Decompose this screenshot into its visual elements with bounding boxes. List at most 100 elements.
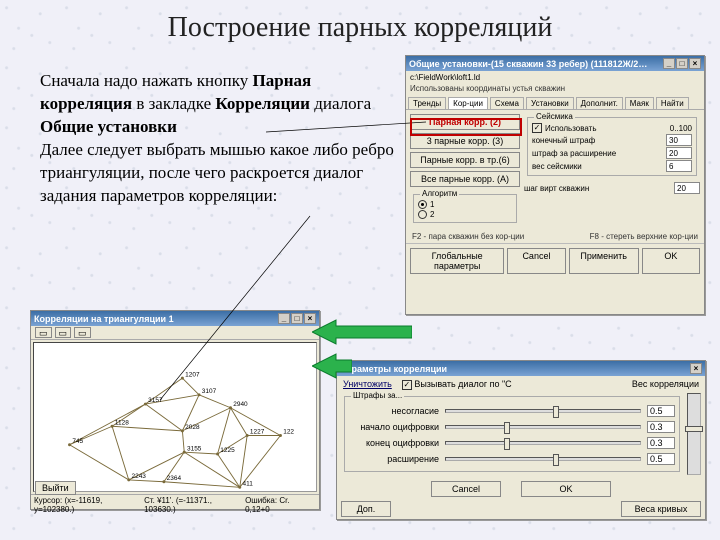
algo-radio-1[interactable]: 1 [418,200,512,209]
gs-titlebar[interactable]: Общие установки-(15 скважин 33 ребер) (1… [406,56,704,71]
arrow-to-triangulation [312,318,412,346]
inst-p1e: диалога [310,94,371,113]
penalty-label: начало оцифровки [349,422,439,432]
call-c-label: Вызывать диалог по "C [414,379,511,389]
hint-f8: F8 - стереть верхние кор-ции [590,232,698,241]
hint-f2: F2 - пара скважин без кор-ции [412,232,524,241]
svg-text:1227: 1227 [250,429,265,436]
global-settings-window: Общие установки-(15 скважин 33 ребер) (1… [405,55,705,315]
gs-apply-button[interactable]: Применить [569,248,639,274]
penalty-row: конец оцифровки0.3 [349,437,675,449]
slider-thumb-icon [504,438,510,450]
gs-subtitle: Использованы координаты устья скважин [406,84,704,95]
tab-trends[interactable]: Тренды [408,97,446,109]
maximize-icon[interactable]: □ [676,58,688,69]
slider-thumb-icon [685,426,703,432]
penalties-legend: Штрафы за... [351,391,404,400]
penalty-label: несогласие [349,406,439,416]
penalty-label: расширение [349,454,439,464]
svg-text:1128: 1128 [115,419,129,426]
penalty-slider[interactable] [445,457,641,461]
svg-text:745: 745 [72,438,83,445]
penalty-slider[interactable] [445,409,641,413]
exit-button[interactable]: Выйти [35,481,76,495]
tri-title: Корреляции на триангуляции 1 [34,314,174,324]
algo-r1-label: 1 [430,200,434,209]
svg-text:2364: 2364 [167,475,182,482]
tool-icon[interactable]: ▭ [74,327,91,338]
inst-p2: Далее следует выбрать мышью какое либо р… [40,140,394,205]
global-params-button[interactable]: Глобальные параметры [410,248,504,274]
penalty-row: расширение 0.5 [349,453,675,465]
step-label: шаг вирт скважин [524,184,589,193]
tab-correlations[interactable]: Кор-ции [448,97,488,109]
inst-p1a: Сначала надо нажать кнопку [40,71,253,90]
tab-beacon[interactable]: Маяк [625,97,654,109]
seis-use-checkbox[interactable]: Использовать 0..100 [532,123,692,133]
algo-r2-label: 2 [430,210,434,219]
tab-scheme[interactable]: Схема [490,97,524,109]
tab-settings[interactable]: Установки [526,97,574,109]
tab-find[interactable]: Найти [656,97,689,109]
seis-expand-label: штраф за расширение [532,149,616,158]
arrow-to-params [312,352,352,380]
penalty-label: конец оцифровки [349,438,439,448]
penalty-slider[interactable] [445,441,641,445]
slider-thumb-icon [504,422,510,434]
slide-title: Построение парных корреляций [0,12,720,44]
seis-expand-input[interactable] [666,147,692,159]
seis-range: 0..100 [670,124,692,133]
tab-additional[interactable]: Дополнит. [576,97,623,109]
weights-button[interactable]: Веса кривых [621,501,701,517]
algo-legend: Алгоритм [420,189,459,198]
tool-icon[interactable]: ▭ [35,327,52,338]
svg-text:1207: 1207 [185,371,200,378]
params-titlebar[interactable]: Параметры корреляции × [337,361,705,376]
step-input[interactable] [674,182,700,194]
destroy-link[interactable]: Уничтожить [343,379,392,389]
svg-text:2243: 2243 [132,473,147,480]
weight-corr-slider[interactable] [687,393,701,475]
all-corr-button[interactable]: Все парные корр. (A) [410,171,520,187]
close-icon[interactable]: × [689,58,701,69]
svg-text:3157: 3157 [148,397,163,404]
penalty-value: 0.5 [647,453,675,465]
instruction-text: Сначала надо нажать кнопку Парная коррел… [40,70,400,208]
call-c-checkbox[interactable]: Вызывать диалог по "C [402,379,512,390]
seis-final-input[interactable] [666,134,692,146]
gs-ok-button[interactable]: OK [642,248,700,274]
algo-radio-2[interactable]: 2 [418,210,512,219]
params-ok-button[interactable]: OK [521,481,611,497]
tool-icon[interactable]: ▭ [55,327,72,338]
svg-text:411: 411 [243,480,254,487]
penalty-value: 0.3 [647,421,675,433]
slider-thumb-icon [553,406,559,418]
inst-p1d: Корреляции [215,94,310,113]
maximize-icon[interactable]: □ [291,313,303,324]
inst-p1c: в закладке [132,94,215,113]
triangulation-canvas[interactable]: 7451128224331572364315520281207310712252… [33,342,317,492]
svg-text:3107: 3107 [202,388,217,395]
seis-legend: Сейсмика [534,112,575,121]
inst-p1f: Общие установки [40,117,177,136]
callout-pair-button [410,118,522,136]
close-icon[interactable]: × [690,363,702,374]
seis-weight-input[interactable] [666,160,692,172]
status-error: Ошибка: Cr. 0,12+0 [245,496,316,514]
params-cancel-button[interactable]: Cancel [431,481,501,497]
seis-use-label: Использовать [545,124,596,133]
minimize-icon[interactable]: _ [663,58,675,69]
svg-text:2940: 2940 [233,401,248,408]
gs-cancel-button[interactable]: Cancel [507,248,565,274]
minimize-icon[interactable]: _ [278,313,290,324]
triangulation-window: Корреляции на триангуляции 1 _ □ × ▭ ▭ ▭… [30,310,320,510]
svg-text:3155: 3155 [187,445,202,452]
slider-thumb-icon [553,454,559,466]
dop-button[interactable]: Доп. [341,501,391,517]
pair-tr-button[interactable]: Парные корр. в тр.(6) [410,152,520,168]
svg-text:1225: 1225 [220,447,235,454]
penalty-slider[interactable] [445,425,641,429]
params-window: Параметры корреляции × Уничтожить Вызыва… [336,360,706,520]
params-title: Параметры корреляции [340,364,447,374]
tri-titlebar[interactable]: Корреляции на триангуляции 1 _ □ × [31,311,319,326]
